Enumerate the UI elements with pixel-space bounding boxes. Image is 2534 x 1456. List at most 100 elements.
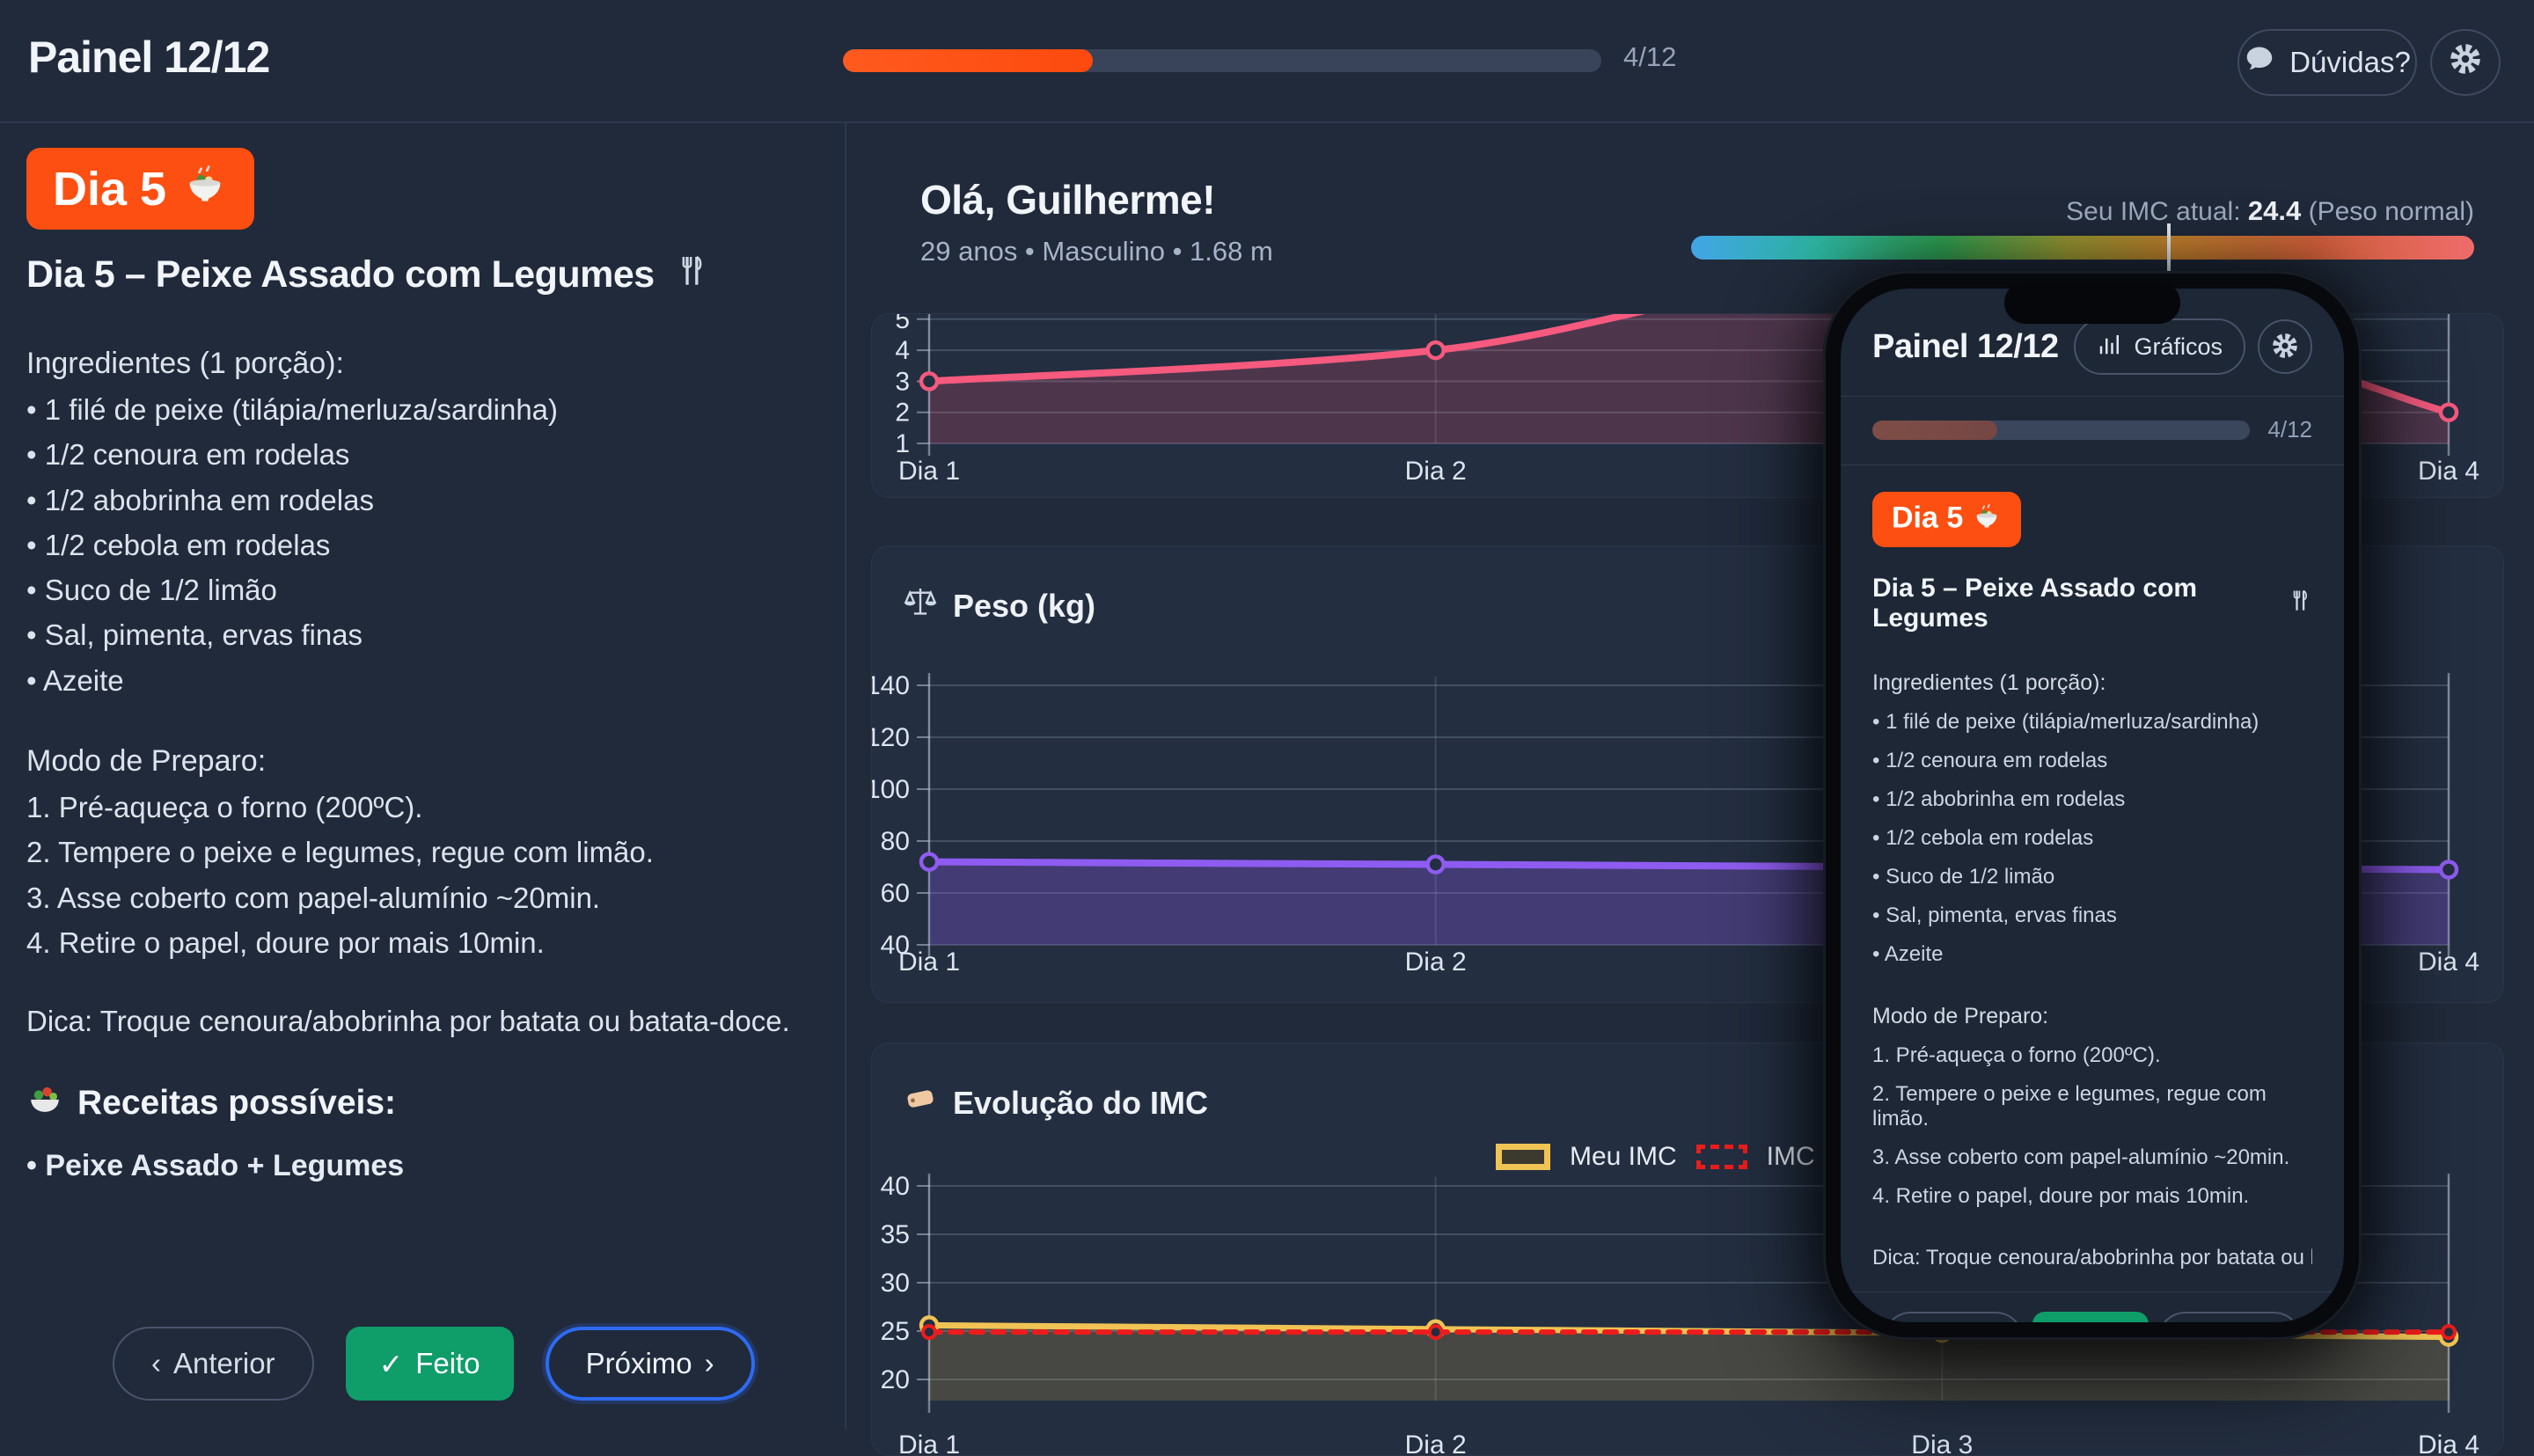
phone-previous-button[interactable]: ‹ Anterior [1883,1312,2025,1322]
phone-page-title: Painel 12/12 [1872,327,2059,365]
header-progress-fill [843,49,1094,72]
list-item: • 1 filé de peixe (tilápia/merluza/sardi… [1872,710,2259,734]
sidebar-divider [845,123,846,1429]
svg-text:140: 140 [872,671,910,700]
phone-preparation-heading: Modo de Preparo: [1872,1004,2049,1028]
svg-text:Dia 2: Dia 2 [1405,947,1467,977]
svg-text:120: 120 [872,723,910,752]
weight-chart-title-text: Peso (kg) [953,587,1096,624]
list-item: • Sal, pimenta, ervas finas [26,618,363,652]
imc-value: 24.4 [2247,195,2302,226]
previous-button[interactable]: ‹ Anterior [113,1327,314,1401]
list-item: • 1/2 cebola em rodelas [26,528,331,561]
list-item: 4. Retire o papel, doure por mais 10min. [1872,1184,2250,1208]
fork-knife-icon [674,252,709,297]
possible-recipes-list: • Peixe Assado + Legumes [26,1149,818,1183]
phone-header-row: Painel 12/12 Gráficos [1872,318,2312,375]
possible-recipes-heading-text: Receitas possíveis: [77,1084,397,1123]
list-item: • 1 filé de peixe (tilápia/merluza/sardi… [26,393,559,426]
phone-preparation-list: 1. Pré-aqueça o forno (200ºC). 2. Tempere… [1872,1043,2312,1209]
svg-text:35: 35 [881,1220,910,1249]
phone-settings-button[interactable] [2258,319,2312,374]
phone-next-button[interactable]: Próximo › [2157,1312,2302,1322]
list-item: • Sal, pimenta, ervas finas [1872,904,2117,927]
phone-recipe-title-text: Dia 5 – Peixe Assado com Legumes [1872,574,2198,633]
svg-text:2: 2 [895,399,910,428]
list-item: 3. Asse coberto com papel-alumínio ~20mi… [1872,1145,2290,1169]
recipe-sidebar: Dia 5 Dia 5 – Peixe Assado com Legumes I… [0,123,845,1429]
phone-charts-button[interactable]: Gráficos [2074,318,2245,375]
weight-chart-title: Peso (kg) [904,585,1095,626]
header-progress-label: 4/12 [1623,41,1677,72]
imc-chart-title: Evolução do IMC [904,1082,1208,1123]
svg-text:25: 25 [881,1317,910,1346]
profile-summary: 29 anos • Masculino • 1.68 m [920,236,1273,267]
chat-bubble-icon [2244,43,2275,82]
svg-text:100: 100 [872,775,910,804]
salad-icon [26,1080,63,1126]
imc-prefix: Seu IMC atual: [2066,197,2241,226]
list-item: • Peixe Assado + Legumes [26,1149,405,1183]
phone-divider [1841,1291,2344,1292]
legend-label-meu-imc: Meu IMC [1569,1142,1677,1171]
list-item: 1. Pré-aqueça o forno (200ºC). [26,791,423,824]
svg-text:40: 40 [881,931,910,960]
fork-knife-icon [2288,588,2312,619]
gear-icon [2268,329,2302,365]
list-item: • Suco de 1/2 limão [1872,865,2055,889]
list-item: • Azeite [26,663,124,697]
phone-ingredients-list: • 1 filé de peixe (tilápia/merluza/sardi… [1872,710,2312,967]
greeting-block: Olá, Guilherme! 29 anos • Masculino • 1.… [920,176,1273,267]
svg-text:4: 4 [895,336,910,365]
help-button[interactable]: Dúvidas? [2237,29,2417,96]
done-button[interactable]: ✓ Feito [345,1327,514,1401]
ingredients-heading: Ingredientes (1 porção): [26,347,344,380]
list-item: 2. Tempere o peixe e legumes, regue com … [26,836,654,869]
imc-scale-bar [1691,223,2474,272]
imc-chart-title-text: Evolução do IMC [953,1084,1209,1121]
phone-tip-text: Dica: Troque cenoura/abobrinha por batat… [1872,1246,2312,1269]
phone-day-badge-label: Dia 5 [1892,501,1964,535]
scale-icon [904,585,937,626]
phone-progress-label: 4/12 [2267,416,2312,443]
phone-progress-row: 4/12 [1872,416,2312,443]
phone-notch [2004,282,2180,324]
tag-icon [904,1082,937,1123]
svg-text:3: 3 [895,367,910,396]
svg-text:60: 60 [881,879,910,908]
list-item: • 1/2 abobrinha em rodelas [1872,787,2126,811]
svg-text:Dia 2: Dia 2 [1405,1430,1467,1456]
check-icon: ✓ [378,1347,404,1380]
svg-text:Dia 2: Dia 2 [1405,457,1467,486]
tip-text: Dica: Troque cenoura/abobrinha por batat… [26,1005,790,1038]
greeting-title: Olá, Guilherme! [920,177,1216,223]
bar-chart-icon [2097,331,2123,363]
list-item: • Azeite [1872,942,1944,966]
phone-mockup: Painel 12/12 Gráficos 4/12 Dia 5 [1823,271,2362,1340]
gear-icon [2445,39,2486,86]
svg-text:Dia 4: Dia 4 [2418,1430,2479,1456]
phone-progress-bar [1872,420,2251,440]
possible-recipes-heading: Receitas possíveis: [26,1080,818,1126]
svg-text:40: 40 [881,1172,910,1201]
list-item: • 1/2 cenoura em rodelas [26,438,350,472]
phone-done-button[interactable]: ✓ Feito [2032,1312,2149,1322]
list-item: • 1/2 cenoura em rodelas [1872,749,2108,772]
soup-bowl-icon [182,160,228,217]
phone-recipe-title: Dia 5 – Peixe Assado com Legumes [1872,574,2312,633]
svg-text:20: 20 [881,1365,910,1394]
settings-button[interactable] [2430,29,2501,96]
preparation-heading: Modo de Preparo: [26,744,267,779]
list-item: 4. Retire o papel, doure por mais 10min. [26,926,545,959]
imc-marker [2166,223,2171,272]
previous-button-label: Anterior [173,1347,275,1379]
svg-text:5: 5 [895,314,910,334]
list-item: • 1/2 abobrinha em rodelas [26,483,374,516]
recipe-title-text: Dia 5 – Peixe Assado com Legumes [26,253,655,296]
next-button[interactable]: Próximo › [545,1327,755,1401]
phone-charts-button-label: Gráficos [2134,333,2223,360]
phone-screen: Painel 12/12 Gráficos 4/12 Dia 5 [1841,289,2344,1322]
header-progress-bar [843,49,1601,72]
day-badge-label: Dia 5 [53,162,167,216]
phone-ingredients-heading: Ingredientes (1 porção): [1872,670,2106,695]
